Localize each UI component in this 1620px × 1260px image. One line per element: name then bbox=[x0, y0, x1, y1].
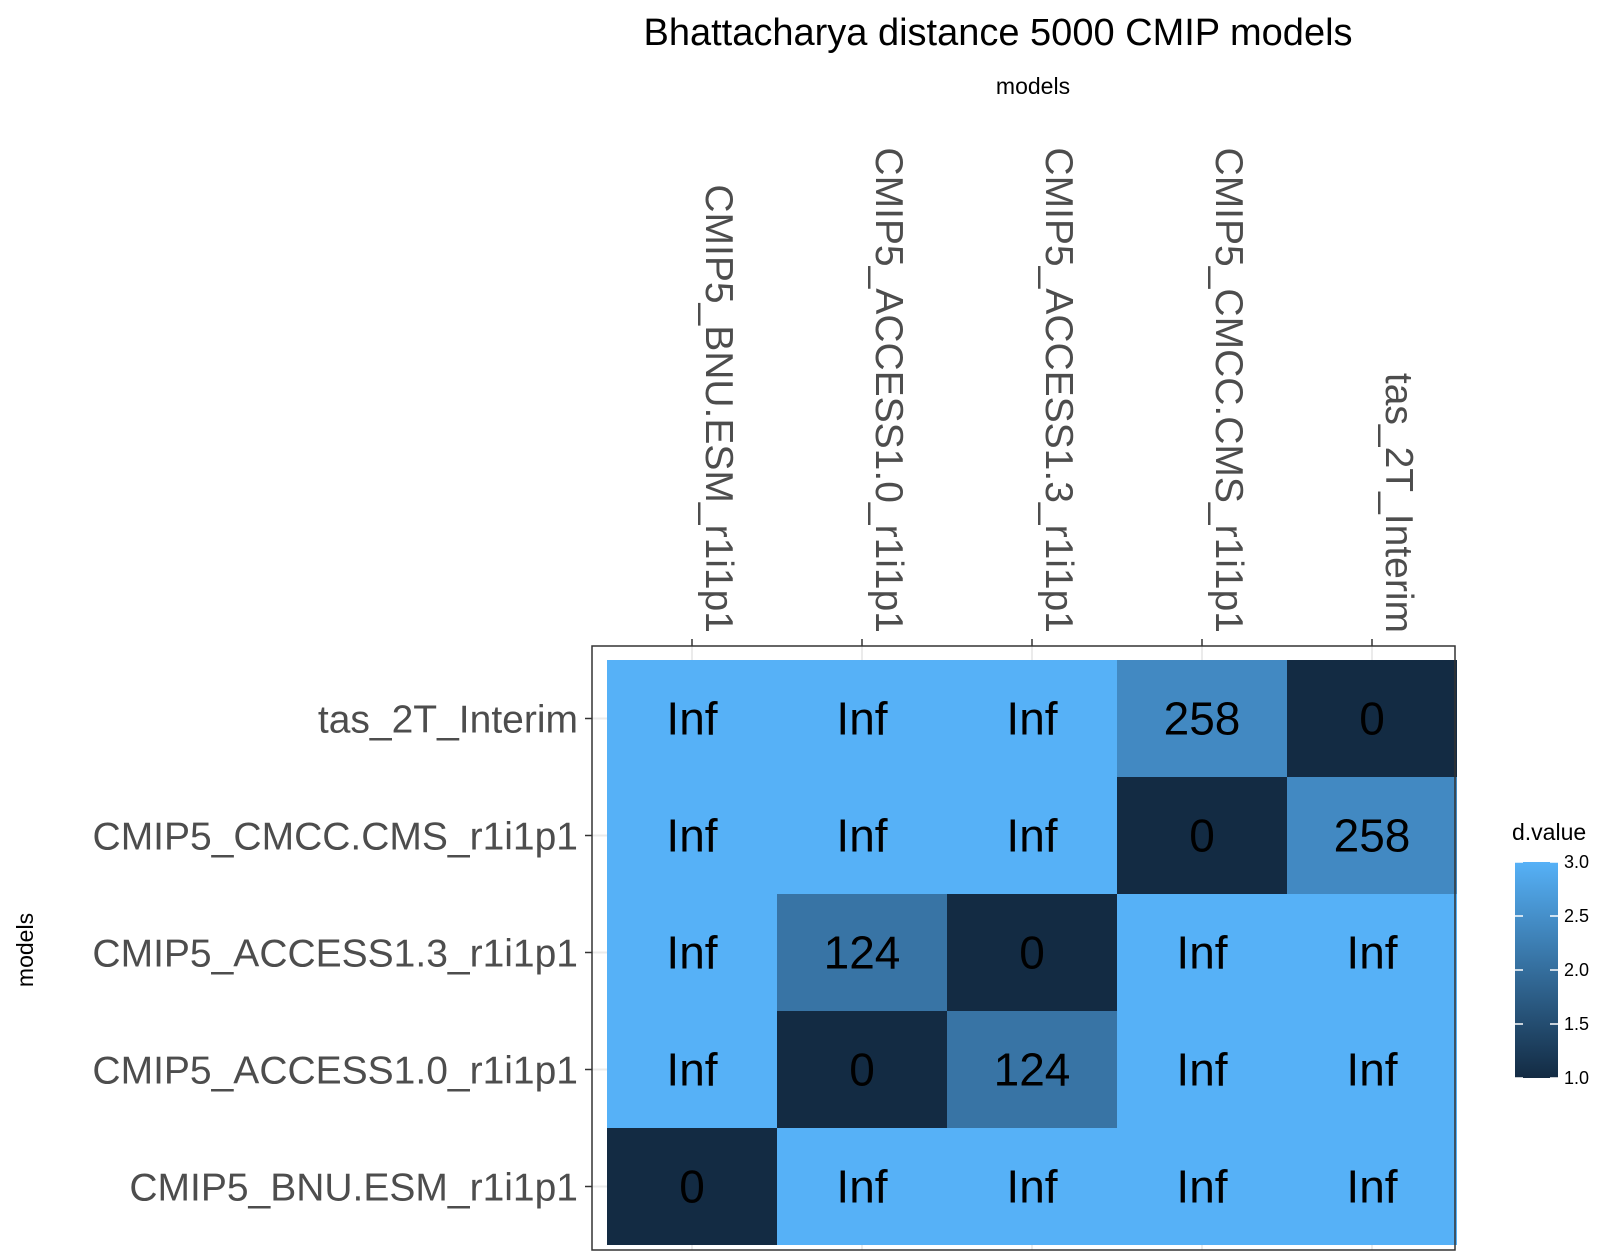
cell-value-label: Inf bbox=[836, 693, 887, 745]
y-tick-label: CMIP5_CMCC.CMS_r1i1p1 bbox=[93, 816, 578, 859]
cell-value-label: 0 bbox=[1019, 927, 1045, 979]
axis-ticks bbox=[585, 639, 1373, 1188]
cell-value-label: 258 bbox=[1334, 810, 1411, 862]
heatmap-cell bbox=[607, 660, 777, 777]
heatmap-cell bbox=[947, 894, 1117, 1011]
cell-value-label: Inf bbox=[666, 1044, 717, 1096]
x-tick-label: CMIP5_CMCC.CMS_r1i1p1 bbox=[1207, 148, 1250, 633]
legend-tick-label: 1.5 bbox=[1564, 1014, 1589, 1034]
heatmap-cell bbox=[777, 1128, 947, 1245]
heatmap-cell bbox=[1117, 660, 1287, 777]
heatmap-cell bbox=[947, 1128, 1117, 1245]
cell-value-label: Inf bbox=[1006, 1161, 1057, 1213]
heatmap-cell bbox=[607, 1128, 777, 1245]
cell-value-label: Inf bbox=[836, 1161, 887, 1213]
heatmap-cell bbox=[607, 1011, 777, 1128]
cell-value-label: Inf bbox=[666, 810, 717, 862]
cell-value-label: 0 bbox=[1359, 693, 1385, 745]
panel-border bbox=[591, 645, 1456, 1251]
legend-title: d.value bbox=[1512, 819, 1586, 845]
x-tick-label: CMIP5_BNU.ESM_r1i1p1 bbox=[697, 184, 740, 633]
cell-value-label: Inf bbox=[1346, 927, 1397, 979]
heatmap-cell bbox=[607, 777, 777, 894]
heatmap-cell bbox=[947, 660, 1117, 777]
heatmap-cell bbox=[777, 894, 947, 1011]
x-tick-label: CMIP5_ACCESS1.0_r1i1p1 bbox=[867, 147, 910, 633]
cell-value-label: Inf bbox=[836, 810, 887, 862]
heatmap-cell bbox=[1117, 894, 1287, 1011]
heatmap-cell bbox=[1117, 1128, 1287, 1245]
heatmap-cell bbox=[1117, 777, 1287, 894]
legend: d.value 3.0 2.5 2.0 1.5 1.0 bbox=[1512, 819, 1589, 1088]
chart-title: Bhattacharya distance 5000 CMIP models bbox=[643, 12, 1352, 54]
heatmap-cell bbox=[607, 894, 777, 1011]
y-axis-title: models bbox=[12, 913, 38, 987]
cell-value-label: 124 bbox=[824, 927, 901, 979]
y-tick-labels: tas_2T_Interim CMIP5_CMCC.CMS_r1i1p1 CMIP5… bbox=[92, 699, 578, 1210]
cell-value-label: Inf bbox=[666, 693, 717, 745]
y-tick-label: CMIP5_ACCESS1.3_r1i1p1 bbox=[92, 933, 578, 976]
cell-value-label: Inf bbox=[1346, 1161, 1397, 1213]
cell-value-label: Inf bbox=[1176, 927, 1227, 979]
legend-tick-label: 2.0 bbox=[1564, 960, 1589, 980]
cell-value-label: 0 bbox=[1189, 810, 1215, 862]
heatmap-cell bbox=[777, 1011, 947, 1128]
cell-value-label: 124 bbox=[994, 1044, 1071, 1096]
cell-value-label: Inf bbox=[1006, 693, 1057, 745]
heatmap-cell bbox=[947, 777, 1117, 894]
x-tick-label: CMIP5_ACCESS1.3_r1i1p1 bbox=[1037, 147, 1080, 633]
heatmap-cells: Inf Inf Inf 258 0 Inf Inf Inf 0 258 Inf 124 0 Inf Inf I… bbox=[607, 660, 1457, 1245]
heatmap-cell bbox=[777, 777, 947, 894]
cell-value-label: 0 bbox=[679, 1161, 705, 1213]
y-tick-label: tas_2T_Interim bbox=[318, 699, 578, 742]
cell-value-label: Inf bbox=[1176, 1044, 1227, 1096]
legend-tick-label: 1.0 bbox=[1564, 1068, 1589, 1088]
cell-value-label: 0 bbox=[849, 1044, 875, 1096]
heatmap-cell bbox=[1287, 1128, 1457, 1245]
legend-tick-label: 2.5 bbox=[1564, 906, 1589, 926]
heatmap-cell bbox=[1117, 1011, 1287, 1128]
x-axis-title: models bbox=[996, 73, 1070, 99]
cell-value-label: Inf bbox=[666, 927, 717, 979]
cell-value-label: Inf bbox=[1176, 1161, 1227, 1213]
heatmap-cell bbox=[1287, 1011, 1457, 1128]
cell-value-label: Inf bbox=[1006, 810, 1057, 862]
y-tick-label: CMIP5_ACCESS1.0_r1i1p1 bbox=[92, 1050, 578, 1093]
heatmap-cell bbox=[1287, 777, 1457, 894]
heatmap-cell bbox=[1287, 660, 1457, 777]
cell-value-label: Inf bbox=[1346, 1044, 1397, 1096]
heatmap-cell bbox=[947, 1011, 1117, 1128]
y-tick-label: CMIP5_BNU.ESM_r1i1p1 bbox=[129, 1167, 578, 1210]
x-tick-labels: CMIP5_BNU.ESM_r1i1p1 CMIP5_ACCESS1.0_r1i1… bbox=[697, 147, 1420, 633]
legend-tick-label: 3.0 bbox=[1564, 852, 1589, 872]
x-tick-label: tas_2T_Interim bbox=[1377, 373, 1420, 633]
heatmap-cell bbox=[1287, 894, 1457, 1011]
heatmap-cell bbox=[777, 660, 947, 777]
cell-value-label: 258 bbox=[1164, 693, 1241, 745]
